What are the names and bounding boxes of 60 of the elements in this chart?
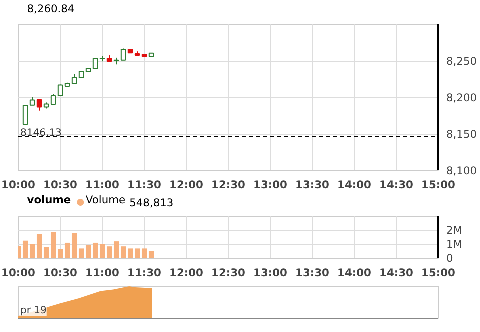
x-tick-label: 11:30 [128,178,162,192]
legend-label: Volume [86,194,126,206]
x-tick-label: 14:00 [338,266,372,280]
text: 548,813 [130,196,174,210]
bar [78,248,84,258]
y-tick-label: 0 [446,252,454,265]
y-tick-label: 1M [446,238,462,251]
x-tick-label: 12:00 [170,178,204,192]
bar [100,244,106,258]
annotation: pr 19 [20,306,47,316]
bar [114,242,120,258]
y-tick-label: 2M [446,224,462,237]
x-tick-label: 11:30 [128,266,162,280]
x-tick-label: 13:30 [296,266,330,280]
bar [50,232,56,258]
candlestick [22,105,28,126]
y-tick-label: 8,150 [446,128,478,141]
bar [86,245,92,258]
bar [142,248,148,258]
candlestick [58,84,64,97]
x-tick-label: 12:30 [212,266,246,280]
x-tick-label: 14:30 [380,178,414,192]
candlestick [92,58,98,70]
bar [64,242,70,258]
chart-title: volume [27,194,72,206]
y-tick-label: 8,200 [446,92,478,104]
bar [106,246,112,258]
x-tick-label: 13:30 [296,178,330,192]
ref-line-label: 8146.13 [20,128,62,139]
x-tick-label: 14:00 [338,178,372,192]
candlestick [50,94,56,106]
x-tick-label: 10:00 [2,178,36,192]
bar [30,244,36,258]
x-tick-label: 15:00 [422,266,456,280]
y-tick-label: 8,250 [446,55,478,68]
candlestick [72,74,78,84]
x-tick-label: 10:00 [2,266,36,280]
x-tick-label: 12:00 [170,266,204,280]
bar [44,247,50,258]
bar [22,240,28,258]
x-tick-label: 10:30 [44,266,78,280]
candlestick [36,99,42,112]
x-tick-label: 11:00 [86,178,120,192]
x-tick-label: 11:00 [86,266,120,280]
bar [36,234,42,258]
x-tick-label: 13:00 [254,178,288,192]
bar [58,249,64,258]
bar [120,246,126,258]
bar [128,248,134,258]
bar [92,242,98,258]
x-tick-label: 12:30 [212,178,246,192]
y-tick-label: 8,100 [446,164,478,178]
x-tick-label: 10:30 [44,178,78,192]
x-tick-label: 15:00 [422,178,456,192]
text: 8,260.84 [27,2,75,16]
bar [72,233,78,258]
x-tick-label: 13:00 [254,266,288,280]
bar [148,251,154,258]
x-tick-label: 14:30 [380,266,414,280]
bar [134,248,140,258]
